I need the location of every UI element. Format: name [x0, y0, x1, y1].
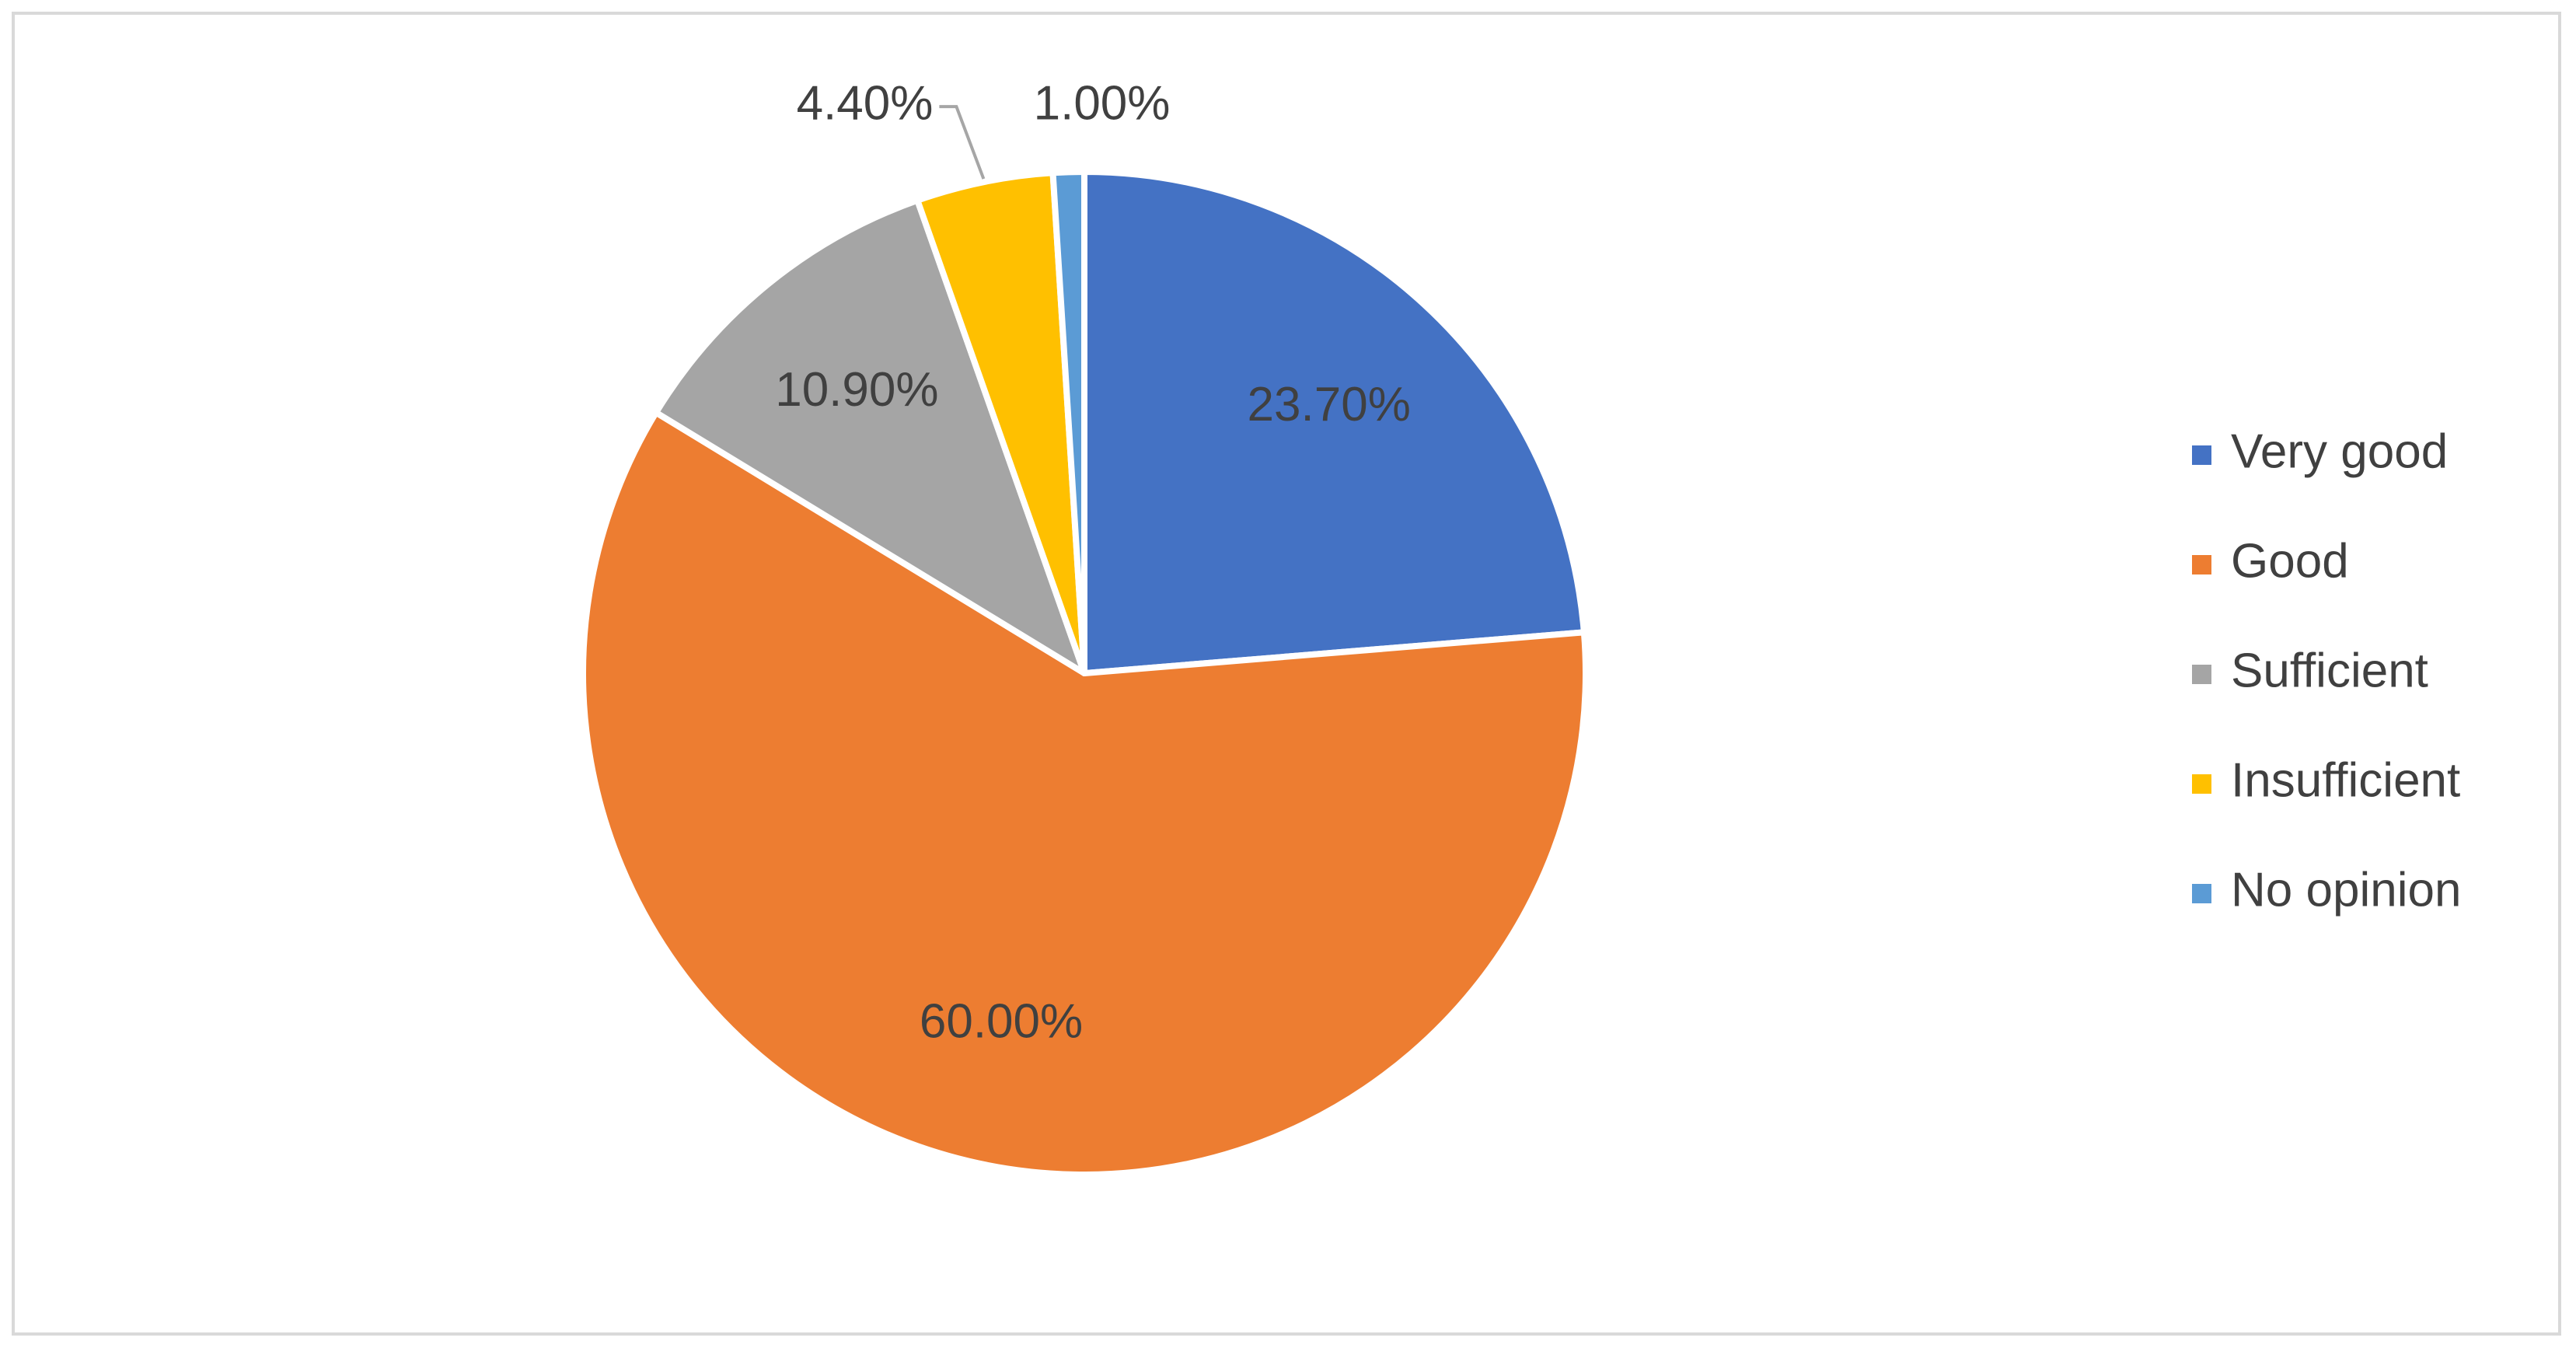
legend-swatch [2192, 884, 2211, 903]
pie-slice [580, 409, 1589, 1178]
pie-slice [1081, 169, 1587, 676]
legend-swatch [2192, 555, 2211, 574]
legend-label: Good [2231, 534, 2349, 588]
leader-line [939, 105, 986, 180]
data-label: 23.70% [1248, 378, 1411, 431]
legend-label: Insufficient [2231, 753, 2460, 807]
legend-label: Sufficient [2231, 644, 2428, 697]
legend-swatch [2192, 665, 2211, 684]
legend-label: No opinion [2231, 863, 2461, 917]
data-label: 4.40% [797, 77, 934, 131]
pie-slice [652, 197, 1087, 676]
legend-label: Very good [2231, 424, 2448, 478]
data-label: 1.00% [1034, 77, 1171, 131]
legend-swatch [2192, 774, 2211, 794]
data-label: 10.90% [775, 363, 938, 417]
legend-swatch [2192, 445, 2211, 465]
pie-slice [1049, 169, 1087, 676]
data-label: 60.00% [920, 994, 1083, 1048]
